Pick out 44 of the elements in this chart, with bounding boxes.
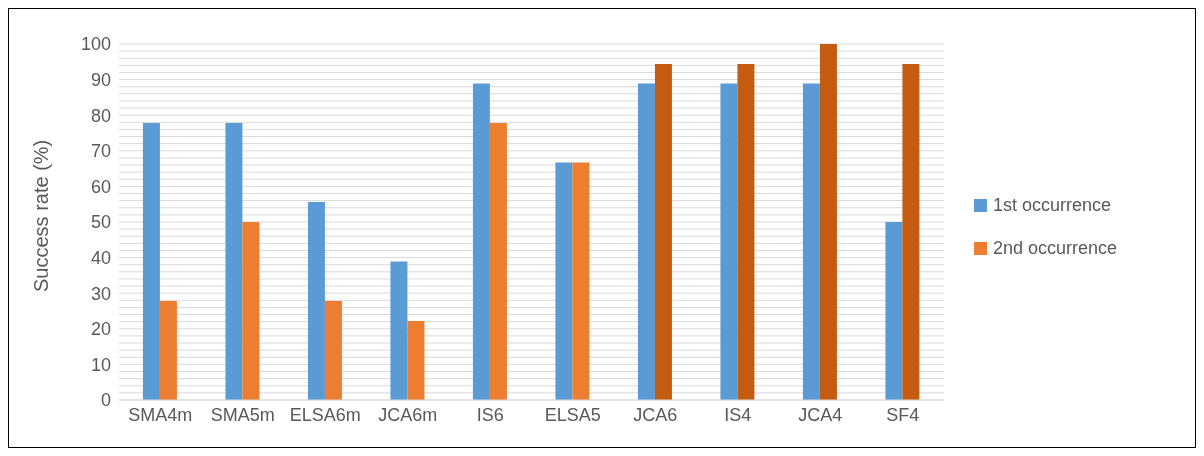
- x-tick-label: ELSA5: [544, 404, 601, 425]
- y-tick-label: 70: [90, 141, 111, 162]
- x-tick-label: SF4: [886, 404, 920, 425]
- y-tick-label: 0: [100, 390, 111, 411]
- legend-label: 2nd occurrence: [993, 238, 1118, 259]
- bar: [407, 320, 425, 400]
- x-tick-label: JCA6: [633, 404, 678, 425]
- bar: [819, 44, 837, 400]
- bar: [159, 301, 177, 400]
- x-tick-label: IS6: [476, 404, 504, 425]
- bar: [225, 123, 243, 400]
- x-tick-label: JCA4: [798, 404, 843, 425]
- bar: [737, 63, 755, 400]
- bar: [802, 83, 820, 400]
- bar: [324, 301, 342, 400]
- bar: [142, 123, 160, 400]
- bar: [720, 83, 738, 400]
- bar: [902, 63, 920, 400]
- x-tick-label: JCA6m: [378, 404, 438, 425]
- x-tick-label: SMA4m: [128, 404, 193, 425]
- bar: [242, 222, 260, 400]
- bar: [390, 261, 408, 400]
- y-tick-label: 30: [90, 283, 111, 304]
- y-tick-label: 90: [90, 69, 111, 90]
- y-tick-label: 40: [90, 247, 111, 268]
- x-tick-label: IS4: [724, 404, 752, 425]
- bar: [637, 83, 655, 400]
- bar: [555, 162, 573, 400]
- bar: [472, 83, 490, 400]
- bar: [572, 162, 590, 400]
- x-tick-label: SMA5m: [210, 404, 275, 425]
- y-tick-label: 50: [90, 212, 111, 233]
- y-tick-label: 80: [90, 105, 111, 126]
- x-tick-label: ELSA6m: [289, 404, 361, 425]
- y-tick-label: 60: [90, 176, 111, 197]
- y-tick-label: 20: [90, 319, 111, 340]
- y-tick-label: 10: [90, 354, 111, 375]
- y-tick-label: 100: [80, 34, 111, 55]
- bar: [307, 202, 325, 400]
- bar: [654, 63, 672, 400]
- bar: [885, 222, 903, 400]
- y-axis-title: Success rate (%): [30, 139, 53, 292]
- legend-label: 1st occurrence: [993, 195, 1112, 216]
- bar: [489, 123, 507, 400]
